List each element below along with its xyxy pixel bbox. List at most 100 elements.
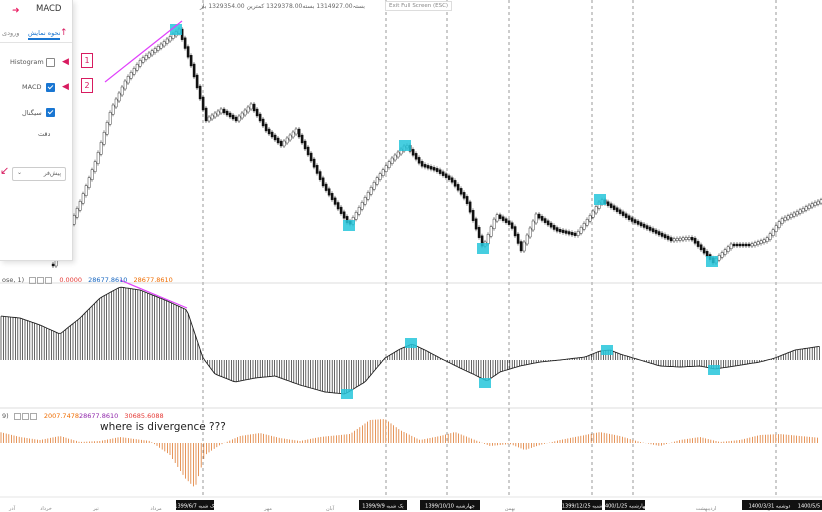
candle	[258, 113, 262, 122]
exit-fullscreen-button[interactable]: Exit Full Screen (ESC)	[385, 1, 453, 11]
pane-controls[interactable]	[13, 412, 38, 420]
candle	[330, 193, 334, 201]
candle	[204, 107, 208, 122]
candle	[321, 177, 325, 187]
signal-value-3: 30685.6088	[124, 412, 164, 420]
candle	[675, 238, 679, 241]
candle	[333, 197, 337, 205]
candle	[807, 204, 811, 209]
candle	[150, 50, 154, 56]
candle	[477, 227, 481, 238]
tab-display[interactable]: نحوه نمایش	[28, 29, 61, 40]
candle	[360, 202, 364, 210]
candle	[378, 173, 382, 180]
candle	[288, 134, 292, 141]
candle	[771, 229, 775, 236]
eye-icon[interactable]	[29, 276, 37, 284]
candle	[159, 43, 163, 49]
candle	[111, 104, 115, 115]
candle	[312, 158, 316, 168]
macd-checkbox[interactable]	[46, 83, 55, 92]
candle	[612, 205, 616, 210]
candle	[519, 241, 523, 252]
divergence-line-macd	[119, 279, 188, 309]
candle	[540, 216, 544, 221]
x-axis-label: خرداد	[40, 506, 52, 512]
candle	[651, 228, 655, 233]
candle	[657, 231, 661, 236]
candle	[486, 234, 490, 245]
histogram-label: Histogram	[10, 58, 44, 66]
candle	[492, 218, 496, 229]
candle	[441, 171, 445, 176]
candle	[696, 241, 700, 247]
candle	[255, 108, 259, 117]
settings-icon[interactable]	[37, 276, 45, 284]
candle	[741, 243, 745, 247]
candle	[90, 169, 94, 180]
candle	[282, 140, 286, 147]
candle	[810, 203, 814, 208]
tab-inputs[interactable]: ورودی	[2, 29, 20, 37]
candle	[774, 225, 778, 232]
candle	[123, 80, 127, 90]
candle	[234, 116, 238, 122]
candle	[213, 112, 217, 118]
candle	[453, 180, 457, 187]
candle	[246, 106, 250, 113]
price-candles	[51, 27, 822, 268]
date-badge-label: 1399/12/25 شنبه	[562, 504, 602, 510]
candle	[120, 86, 124, 96]
candle	[93, 161, 97, 172]
close-icon[interactable]	[45, 276, 53, 284]
candle	[207, 116, 211, 122]
arrow-up-icon: ↑	[60, 28, 68, 38]
candle	[498, 214, 502, 219]
histogram-checkbox[interactable]	[46, 58, 55, 67]
candle	[192, 63, 196, 78]
date-badge-label: 1400/3/31 دوشنبه	[749, 504, 791, 510]
candle	[756, 241, 760, 245]
settings-icon[interactable]	[21, 412, 29, 420]
candle	[297, 128, 301, 138]
price-marker	[343, 220, 355, 231]
candle	[99, 142, 103, 155]
candle	[303, 140, 307, 150]
candle	[786, 215, 790, 220]
candle	[444, 173, 448, 178]
signal-histogram	[0, 419, 818, 487]
eye-icon[interactable]	[13, 412, 21, 420]
signal-checkbox[interactable]	[46, 108, 55, 117]
candle	[750, 243, 754, 247]
candle	[366, 192, 370, 200]
macd-histogram	[0, 287, 820, 394]
candle	[156, 46, 160, 51]
candle	[414, 153, 418, 160]
candle	[630, 217, 634, 222]
candle	[84, 185, 88, 196]
arrow-left-icon: ◀	[62, 82, 69, 92]
candle	[435, 168, 439, 172]
macd-marker	[601, 345, 613, 355]
close-icon[interactable]	[29, 412, 37, 420]
candle	[543, 218, 547, 223]
candle	[102, 132, 106, 145]
date-badge	[420, 500, 480, 510]
macd-label: MACD	[22, 83, 42, 91]
precision-label: دقت	[38, 130, 51, 138]
candle	[216, 110, 220, 116]
callout-badge-2: 2	[81, 78, 93, 93]
candle	[777, 221, 781, 228]
candle	[243, 109, 247, 116]
precision-select[interactable]: ⌄ پیش‌فر	[12, 167, 66, 181]
candle	[114, 98, 118, 108]
macd-value-3: 28677.8610	[133, 276, 173, 284]
candle	[129, 72, 133, 79]
candle	[549, 222, 553, 228]
candle	[789, 214, 793, 218]
pane-controls[interactable]	[29, 276, 53, 284]
candle	[81, 193, 85, 204]
signal-value-1: 2007.7478	[43, 412, 79, 420]
candle	[585, 219, 589, 226]
